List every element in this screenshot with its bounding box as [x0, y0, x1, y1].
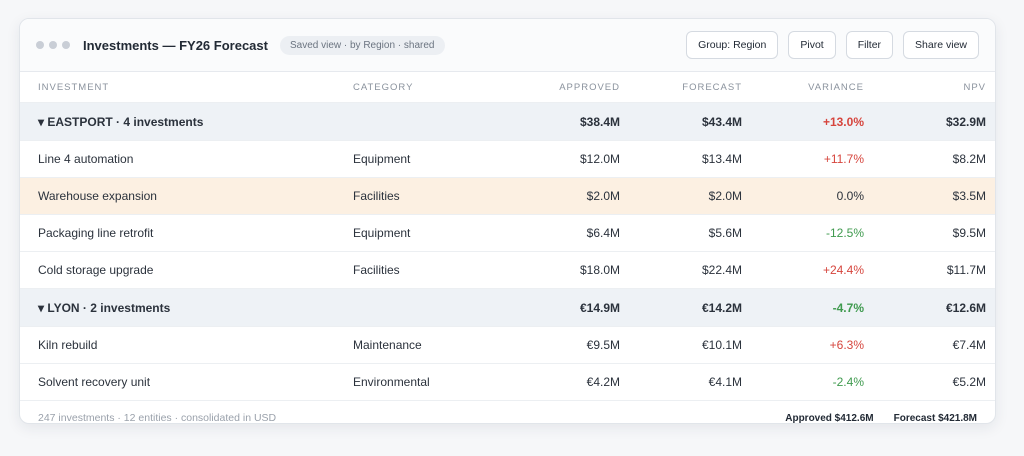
data-row[interactable]: Cold storage upgrade Facilities $18.0M $22.…	[20, 252, 995, 289]
button[interactable]: Filter	[845, 31, 894, 59]
group-row[interactable]: ▾ LYON · 2 investments €14.9M €14.2M -4.7% €…	[20, 289, 995, 327]
view-chip[interactable]: Saved view · by Region · shared	[279, 35, 445, 55]
column-header[interactable]: FORECAST	[682, 81, 742, 93]
column-header[interactable]: CATEGORY	[353, 81, 414, 93]
data-row[interactable]: Kiln rebuild Maintenance €9.5M €10.1M +6.3% €…	[20, 327, 995, 364]
group-total: $32.9M	[945, 114, 986, 129]
data-row[interactable]: Warehouse expansion Facilities $2.0M $2.0M 0…	[20, 178, 995, 215]
data-row[interactable]: Packaging line retrofit Equipment $6.4M $5.…	[20, 215, 995, 252]
cell: Warehouse expansion	[38, 189, 157, 203]
header: Investments — FY26 Forecast Saved view ·…	[20, 19, 995, 72]
cell: €9.5M	[586, 338, 620, 352]
cell: $2.0M	[708, 189, 742, 203]
cell: $6.4M	[586, 226, 620, 240]
group-total: $43.4M	[701, 114, 742, 129]
cell: Equipment	[353, 152, 411, 166]
cell: €4.2M	[586, 375, 620, 389]
group-row[interactable]: ▾ EASTPORT · 4 investments $38.4M $43.4M +1…	[20, 103, 995, 141]
group-name: EASTPORT · 4 investments	[47, 114, 204, 129]
column-header[interactable]: APPROVED	[559, 81, 620, 93]
cell: $2.0M	[586, 189, 620, 203]
table: INVESTMENT CATEGORY APPROVED FORECAST VARIAN…	[20, 72, 995, 401]
cell: $3.5M	[952, 189, 986, 203]
cell: $11.7M	[946, 263, 986, 277]
column-header[interactable]: INVESTMENT	[38, 81, 110, 93]
button[interactable]: Pivot	[788, 31, 836, 59]
toolbar: Group: Region Pivot Filter Share view	[686, 31, 979, 59]
cell: Equipment	[353, 226, 411, 240]
group-name: LYON · 2 investments	[47, 300, 171, 315]
column-header[interactable]: VARIANCE	[808, 81, 864, 93]
cell: €5.2M	[952, 375, 986, 389]
cell: +11.7%	[823, 152, 864, 166]
cell: $9.5M	[952, 226, 986, 240]
cell: +6.3%	[829, 338, 864, 352]
group-total: €14.2M	[701, 300, 742, 315]
cell: Kiln rebuild	[38, 338, 98, 352]
column-header[interactable]: NPV	[963, 81, 986, 93]
footer: 247 investments · 12 entities · consolid…	[20, 401, 995, 424]
dot	[62, 41, 70, 49]
button[interactable]: Share view	[903, 31, 979, 59]
cell: -12.5%	[825, 226, 864, 240]
card: Investments — FY26 Forecast Saved view ·…	[19, 18, 996, 424]
cell: Facilities	[353, 189, 400, 203]
title: Investments — FY26 Forecast	[83, 37, 268, 53]
data-row[interactable]: Line 4 automation Equipment $12.0M $13.4M +1…	[20, 141, 995, 178]
data-row[interactable]: Solvent recovery unit Environmental €4.2M €…	[20, 364, 995, 401]
group-label: ▾ EASTPORT · 4 investments	[38, 115, 353, 129]
group-total: -4.7%	[832, 300, 864, 315]
group-total: €14.9M	[579, 300, 620, 315]
group-total: $38.4M	[579, 114, 620, 129]
group-total: €12.6M	[945, 300, 986, 315]
cell: $13.4M	[701, 152, 742, 166]
dot	[49, 41, 57, 49]
caret: ▾	[38, 300, 48, 315]
caret: ▾	[38, 114, 48, 129]
cell: €10.1M	[701, 338, 742, 352]
cell: $22.4M	[701, 263, 742, 277]
cell: Solvent recovery unit	[38, 375, 151, 389]
footer-total: Forecast $421.8M	[893, 412, 977, 424]
cell: Maintenance	[353, 338, 422, 352]
dot	[36, 41, 44, 49]
summary: 247 investments · 12 entities · consolid…	[38, 412, 277, 424]
cell: -2.4%	[832, 375, 864, 389]
cell: Cold storage upgrade	[38, 263, 154, 277]
cell: Environmental	[353, 375, 430, 389]
cell: $8.2M	[952, 152, 986, 166]
group-label: ▾ LYON · 2 investments	[38, 301, 353, 315]
cell: $12.0M	[579, 152, 620, 166]
cell: Packaging line retrofit	[38, 226, 154, 240]
cell: Line 4 automation	[38, 152, 134, 166]
cell: $18.0M	[579, 263, 620, 277]
footer-total: Approved $412.6M	[785, 412, 874, 424]
button[interactable]: Group: Region	[686, 31, 779, 59]
cell: 0.0%	[836, 189, 864, 203]
cell: +24.4%	[822, 263, 864, 277]
cell: Facilities	[353, 263, 400, 277]
cell: €7.4M	[952, 338, 986, 352]
column-header-row: INVESTMENT CATEGORY APPROVED FORECAST VARIAN…	[20, 72, 995, 103]
cell: €4.1M	[708, 375, 742, 389]
group-total: +13.0%	[822, 114, 864, 129]
cell: $5.6M	[708, 226, 742, 240]
